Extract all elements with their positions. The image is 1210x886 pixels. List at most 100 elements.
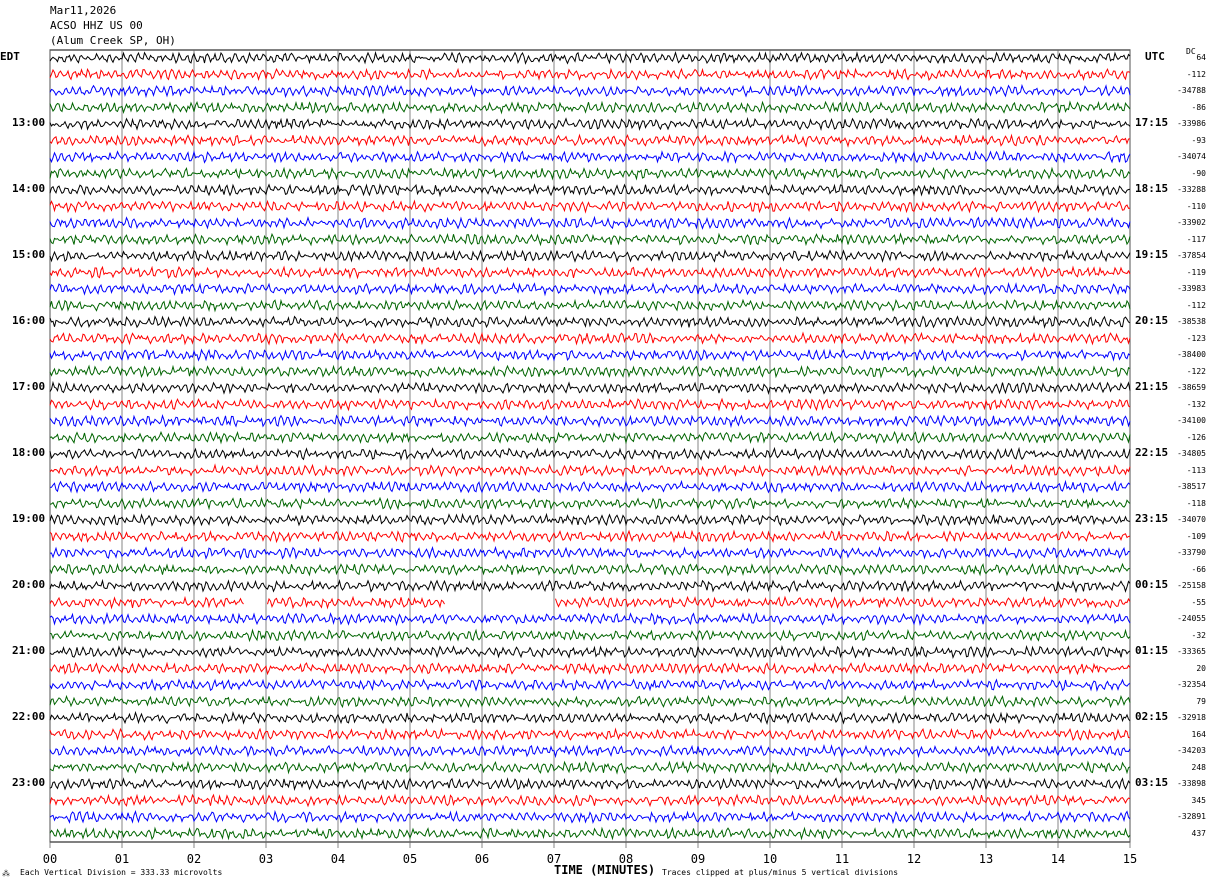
dc-label: DC [1186, 47, 1196, 56]
dc-offset-label: -33288 [1177, 185, 1206, 194]
x-tick-label: 09 [690, 852, 706, 866]
x-tick-label: 02 [186, 852, 202, 866]
clip-note: Traces clipped at plus/minus 5 vertical … [662, 868, 899, 877]
trace-21 [49, 397, 1131, 412]
dc-offset-label: 345 [1191, 795, 1206, 805]
trace-16 [49, 315, 1131, 329]
dc-offset-label: -55 [1191, 597, 1206, 607]
x-tick-label: 05 [402, 852, 418, 866]
dc-offset-label: -34788 [1177, 86, 1206, 95]
dc-offset-label: -119 [1186, 267, 1206, 277]
dc-offset-label: -34070 [1177, 515, 1206, 524]
trace-30 [49, 545, 1131, 561]
left-timezone: EDT [0, 50, 20, 63]
right-hour-label: 19:15 [1135, 248, 1169, 261]
left-hour-label: 19:00 [12, 512, 46, 525]
trace-7 [49, 166, 1131, 181]
date-label: Mar11,2026 [50, 4, 117, 17]
x-tick-label: 12 [906, 852, 922, 866]
dc-offset-label: -25158 [1177, 581, 1206, 590]
left-hour-label: 23:00 [12, 776, 46, 789]
x-tick-label: 00 [42, 852, 58, 866]
right-hour-label: 02:15 [1135, 710, 1169, 723]
dc-offset-label: -109 [1186, 531, 1206, 541]
trace-4 [49, 116, 1131, 132]
right-hour-label: 18:15 [1135, 182, 1169, 195]
left-hour-label: 16:00 [12, 314, 46, 327]
trace-17 [49, 331, 1131, 346]
dc-offset-label: -118 [1186, 498, 1206, 508]
dc-offset-label: -34805 [1177, 449, 1206, 458]
left-hour-label: 13:00 [12, 116, 46, 129]
right-timezone: UTC [1145, 50, 1165, 63]
x-tick-label: 10 [762, 852, 778, 866]
dc-offset-label: -112 [1186, 300, 1206, 310]
right-hour-label: 22:15 [1135, 446, 1169, 459]
x-tick-label: 14 [1050, 852, 1066, 866]
x-tick-label: 06 [474, 852, 490, 866]
trace-19 [49, 364, 1131, 379]
dc-offset-label: -38400 [1177, 350, 1206, 359]
dc-offset-label: -34203 [1177, 746, 1206, 755]
dc-offset-label: -122 [1186, 366, 1206, 376]
trace-9 [49, 199, 1131, 214]
trace-13 [49, 265, 1131, 280]
dc-offset-label: -33986 [1177, 119, 1206, 128]
trace-23 [49, 430, 1131, 445]
trace-41 [49, 727, 1131, 742]
x-tick-label: 03 [258, 852, 274, 866]
trace-14 [49, 281, 1131, 297]
trace-46 [49, 809, 1131, 825]
dc-offset-label: -38517 [1177, 482, 1206, 491]
left-hour-label: 17:00 [12, 380, 46, 393]
trace-11 [49, 232, 1131, 247]
dc-offset-label: -132 [1186, 399, 1206, 409]
right-hour-label: 23:15 [1135, 512, 1169, 525]
dc-offset-label: -34100 [1177, 416, 1206, 425]
left-hour-label: 18:00 [12, 446, 46, 459]
dc-offset-label: -38538 [1177, 317, 1206, 326]
right-hour-label: 03:15 [1135, 776, 1169, 789]
trace-26 [49, 479, 1131, 494]
scale-icon: ⁂ [2, 869, 10, 878]
trace-42 [49, 744, 1131, 759]
dc-offset-label: -112 [1186, 69, 1206, 79]
dc-offset-label: -32918 [1177, 713, 1206, 722]
dc-offset-label: -33365 [1177, 647, 1206, 656]
trace-28 [49, 512, 1131, 527]
trace-39 [49, 694, 1131, 709]
x-tick-label: 15 [1122, 852, 1138, 866]
right-hour-label: 00:15 [1135, 578, 1169, 591]
dc-offset-label: -93 [1191, 135, 1206, 145]
x-axis-title: TIME (MINUTES) [554, 863, 656, 877]
dc-offset-label: -86 [1191, 102, 1206, 112]
trace-47 [49, 826, 1131, 841]
plot-frame [49, 49, 1131, 843]
left-hour-label: 20:00 [12, 578, 46, 591]
dc-offset-label: -113 [1186, 465, 1206, 475]
trace-12 [49, 249, 1131, 263]
trace-8 [49, 183, 1131, 198]
right-hour-label: 21:15 [1135, 380, 1169, 393]
dc-offset-label: 79 [1196, 696, 1206, 706]
trace-31 [49, 562, 1131, 577]
left-hour-label: 15:00 [12, 248, 46, 261]
x-tick-label: 08 [618, 852, 634, 866]
trace-38 [49, 678, 1131, 692]
left-hour-label: 21:00 [12, 644, 46, 657]
trace-34 [49, 611, 1131, 627]
dc-offset-label: -123 [1186, 333, 1206, 343]
dc-offset-label: -33790 [1177, 548, 1206, 557]
trace-33 [49, 595, 1131, 610]
trace-20 [49, 380, 1131, 395]
trace-44 [49, 777, 1131, 792]
trace-0 [49, 50, 1131, 65]
trace-15 [49, 298, 1131, 313]
left-hour-label: 22:00 [12, 710, 46, 723]
trace-40 [49, 710, 1131, 725]
dc-offset-label: -66 [1191, 564, 1206, 574]
dc-offset-label: 64 [1196, 53, 1206, 62]
right-hour-label: 20:15 [1135, 314, 1169, 327]
trace-10 [49, 215, 1131, 231]
